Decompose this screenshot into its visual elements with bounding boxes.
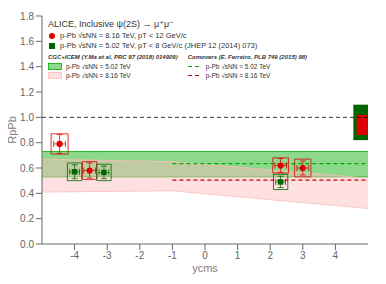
svg-text:-2: -2 bbox=[135, 250, 144, 261]
svg-text:-4: -4 bbox=[70, 250, 79, 261]
svg-text:0.0: 0.0 bbox=[20, 239, 34, 250]
svg-text:ycms: ycms bbox=[192, 262, 218, 274]
svg-text:1.0: 1.0 bbox=[20, 112, 34, 123]
html-text:ALICE, Inclusive ψ(2S) → μ⁺μ⁻: ALICE, Inclusive ψ(2S) → μ⁺μ⁻ bbox=[48, 19, 174, 29]
svg-text:2: 2 bbox=[267, 250, 273, 261]
svg-text:4: 4 bbox=[333, 250, 339, 261]
svg-text:0.2: 0.2 bbox=[20, 213, 34, 224]
svg-text:1.4: 1.4 bbox=[20, 61, 34, 72]
svg-text:1: 1 bbox=[235, 250, 241, 261]
html-text:Comovers (E. Ferreiro, PLB 749: Comovers (E. Ferreiro, PLB 749 (2015) 98… bbox=[187, 54, 308, 60]
html-text:p-Pb √sNN = 8.16 TeV: p-Pb √sNN = 8.16 TeV bbox=[66, 72, 131, 79]
svg-text:1.6: 1.6 bbox=[20, 36, 34, 47]
html-text:p-Pb √sNN = 5.02 TeV, pT < 8 G: p-Pb √sNN = 5.02 TeV, pT < 8 GeV/c (JHEP… bbox=[60, 41, 258, 50]
svg-text:0.4: 0.4 bbox=[20, 188, 34, 199]
html-text:p-Pb √sNN = 8.16 TeV: p-Pb √sNN = 8.16 TeV bbox=[205, 72, 271, 79]
html-text:p-Pb √sNN = 8.16 TeV, pT < 12: p-Pb √sNN = 8.16 TeV, pT < 12 GeV/c bbox=[60, 31, 187, 40]
svg-text:-1: -1 bbox=[168, 250, 177, 261]
svg-text:1.8: 1.8 bbox=[20, 11, 34, 22]
svg-text:0.6: 0.6 bbox=[20, 163, 34, 174]
svg-text:0: 0 bbox=[202, 250, 208, 261]
svg-text:1.2: 1.2 bbox=[20, 87, 34, 98]
svg-text:0.8: 0.8 bbox=[20, 137, 34, 148]
svg-text:-3: -3 bbox=[103, 250, 112, 261]
html-text:CGC+ICEM (Y.Ma et al, PRC 97 (: CGC+ICEM (Y.Ma et al, PRC 97 (2018) 0149… bbox=[48, 54, 178, 60]
svg-text:RpPb: RpPb bbox=[8, 116, 18, 144]
html-text:p-Pb √sNN = 5.02 TeV: p-Pb √sNN = 5.02 TeV bbox=[66, 63, 131, 70]
svg-text:3: 3 bbox=[300, 250, 306, 261]
html-text:p-Pb √sNN = 5.02 TeV: p-Pb √sNN = 5.02 TeV bbox=[205, 63, 271, 70]
